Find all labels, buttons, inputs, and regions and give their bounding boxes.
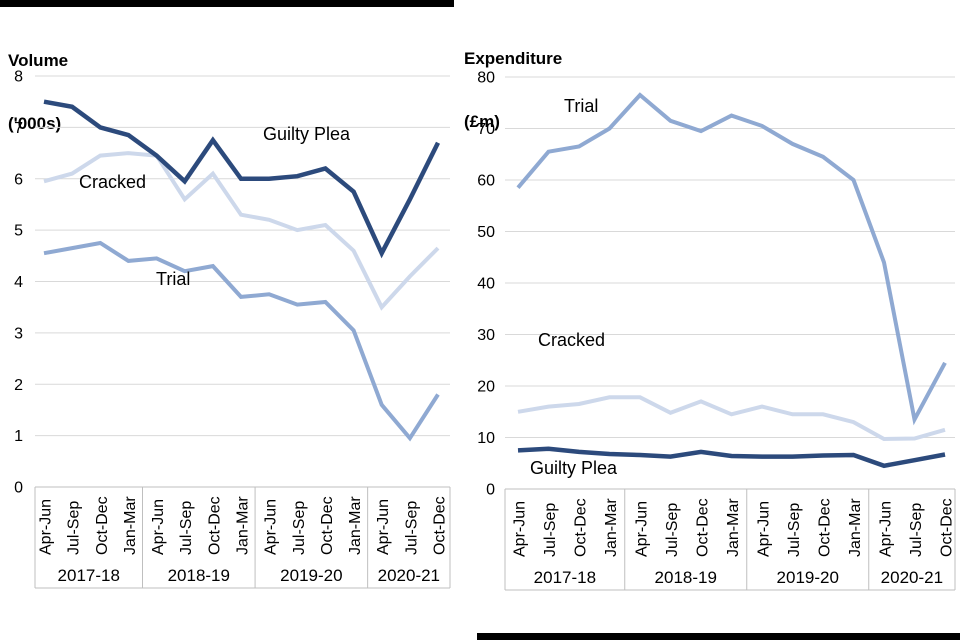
- volume-series-label-cracked: Cracked: [79, 172, 146, 192]
- volume-quarter-label: Jan-Mar: [235, 496, 252, 555]
- volume-series-line-cracked: [43, 151, 440, 311]
- expenditure-quarter-label: Jan-Mar: [847, 498, 864, 557]
- volume-y-tick-label: 3: [14, 325, 23, 342]
- volume-chart-title: Volume ('000s): [8, 8, 68, 176]
- expenditure-quarter-label: Apr-Jun: [878, 501, 895, 557]
- volume-y-tick-label: 5: [14, 223, 23, 240]
- volume-quarter-label: Jul-Sep: [66, 501, 83, 555]
- expenditure-y-tick-label: 30: [477, 327, 495, 344]
- expenditure-y-tick-label: 50: [477, 224, 495, 241]
- volume-quarter-label: Oct-Dec: [319, 496, 336, 555]
- volume-series-line-trial: [43, 240, 440, 442]
- expenditure-quarter-label: Oct-Dec: [817, 498, 834, 557]
- volume-quarter-label: Oct-Dec: [94, 496, 111, 555]
- expenditure-year-label: 2020-21: [881, 568, 943, 587]
- volume-chart-title-line1: Volume: [8, 51, 69, 70]
- expenditure-quarter-label: Oct-Dec: [573, 498, 590, 557]
- volume-year-label: 2019-20: [280, 566, 342, 585]
- expenditure-chart-title-line1: Expenditure: [464, 49, 563, 68]
- expenditure-quarter-label: Apr-Jun: [512, 501, 529, 557]
- volume-y-tick-label: 4: [14, 274, 23, 291]
- volume-y-tick-label: 2: [14, 377, 23, 394]
- expenditure-chart-title: Expenditure (£m): [464, 6, 562, 174]
- expenditure-year-label: 2019-20: [777, 568, 839, 587]
- expenditure-y-tick-label: 70: [477, 121, 495, 138]
- bottom-divider-bar: [477, 633, 960, 640]
- expenditure-series-line-guilty-plea: [517, 446, 946, 469]
- expenditure-series-label-cracked: Cracked: [538, 330, 605, 350]
- volume-quarter-label: Apr-Jun: [38, 499, 55, 555]
- volume-series-label-guilty-plea: Guilty Plea: [263, 124, 351, 144]
- expenditure-year-label: 2017-18: [534, 568, 596, 587]
- expenditure-quarter-label: Jul-Sep: [664, 503, 681, 557]
- expenditure-y-tick-label: 40: [477, 276, 495, 293]
- volume-series-line-guilty-plea: [43, 99, 441, 259]
- volume-y-tick-label: 7: [14, 120, 23, 137]
- expenditure-quarter-label: Jan-Mar: [725, 498, 742, 557]
- volume-year-label: 2017-18: [58, 566, 120, 585]
- expenditure-quarter-label: Apr-Jun: [634, 501, 651, 557]
- expenditure-y-tick-label: 0: [486, 482, 495, 499]
- volume-year-label: 2018-19: [168, 566, 230, 585]
- volume-quarter-label: Jul-Sep: [178, 501, 195, 555]
- volume-quarter-label: Jan-Mar: [347, 496, 364, 555]
- expenditure-quarter-label: Jul-Sep: [908, 503, 925, 557]
- top-divider-bar: [0, 0, 454, 7]
- expenditure-quarter-label: Jul-Sep: [542, 503, 559, 557]
- expenditure-chart-title-line2: (£m): [464, 112, 500, 131]
- volume-y-tick-label: 1: [14, 428, 23, 445]
- volume-quarter-label: Jul-Sep: [403, 501, 420, 555]
- expenditure-y-tick-label: 60: [477, 173, 495, 190]
- volume-quarter-label: Jan-Mar: [122, 496, 139, 555]
- expenditure-quarter-label: Jan-Mar: [603, 498, 620, 557]
- expenditure-year-label: 2018-19: [655, 568, 717, 587]
- expenditure-y-tick-label: 10: [477, 430, 495, 447]
- expenditure-series-label-guilty-plea: Guilty Plea: [530, 458, 618, 478]
- expenditure-y-tick-label: 80: [477, 70, 495, 87]
- expenditure-series-line-cracked: [517, 395, 946, 442]
- volume-y-tick-label: 8: [14, 69, 23, 86]
- volume-quarter-label: Oct-Dec: [432, 496, 449, 555]
- volume-quarter-label: Oct-Dec: [206, 496, 223, 555]
- volume-y-tick-label: 6: [14, 171, 23, 188]
- expenditure-y-tick-label: 20: [477, 379, 495, 396]
- volume-quarter-label: Apr-Jun: [263, 499, 280, 555]
- expenditure-series-line-trial: [516, 92, 947, 426]
- expenditure-quarter-label: Jul-Sep: [786, 503, 803, 557]
- expenditure-quarter-label: Apr-Jun: [756, 501, 773, 557]
- expenditure-quarter-label: Oct-Dec: [939, 498, 956, 557]
- expenditure-quarter-label: Oct-Dec: [695, 498, 712, 557]
- volume-quarter-label: Apr-Jun: [375, 499, 392, 555]
- volume-series-label-trial: Trial: [156, 269, 190, 289]
- volume-y-tick-label: 0: [14, 480, 23, 497]
- volume-quarter-label: Apr-Jun: [150, 499, 167, 555]
- volume-chart-title-line2: ('000s): [8, 114, 62, 133]
- volume-year-label: 2020-21: [378, 566, 440, 585]
- expenditure-series-label-trial: Trial: [564, 96, 598, 116]
- volume-quarter-label: Jul-Sep: [291, 501, 308, 555]
